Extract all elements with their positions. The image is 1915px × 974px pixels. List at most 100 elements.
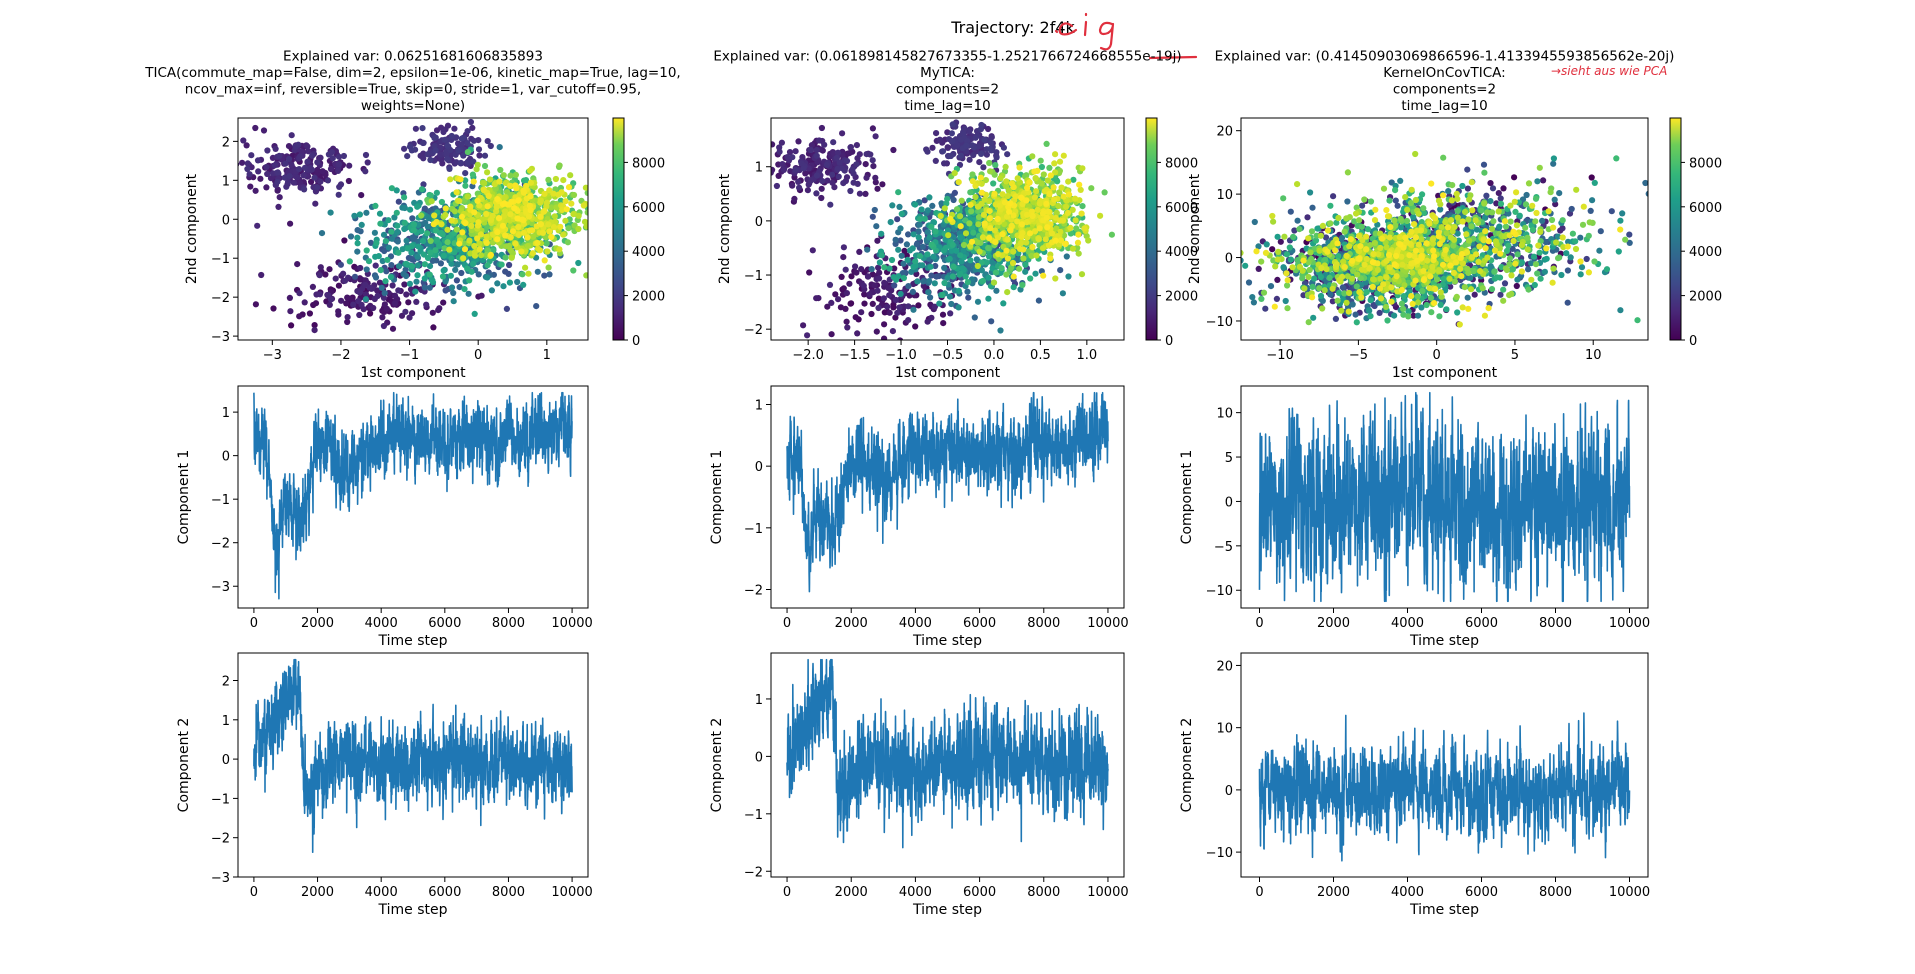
scatter-point [986,159,993,167]
colorbar-tick-label: 8000 [632,156,665,171]
scatter-point [913,270,920,278]
scatter-point [843,157,851,165]
scatter-point [379,257,386,265]
scatter-point [926,278,933,285]
scatter-point [470,178,477,185]
scatter-point [988,318,995,325]
scatter-point [488,216,495,223]
panel-row1-col3-ytick-label: 20 [1216,125,1233,140]
scatter-point [982,177,990,184]
scatter-point [1042,236,1049,243]
scatter-point [1464,166,1471,173]
scatter-point [524,234,531,241]
scatter-point [525,270,532,277]
scatter-point [1017,240,1024,247]
scatter-point [1047,172,1054,179]
scatter-point [847,144,854,151]
handwritten-annotation-eig [1054,12,1115,51]
scatter-point [438,221,445,228]
scatter-point [881,321,888,328]
scatter-point [886,292,893,299]
scatter-point [344,318,351,326]
scatter-point [484,169,491,176]
scatter-point [440,252,447,259]
scatter-point [1018,221,1026,228]
scatter-point [451,125,458,132]
scatter-point [471,310,478,317]
scatter-point [534,268,541,275]
scatter-point [494,229,501,236]
scatter-point [1568,205,1575,213]
scatter-point [363,266,370,273]
scatter-point [401,204,408,212]
scatter-point [924,229,931,236]
scatter-point [453,226,460,233]
scatter-point [926,194,933,201]
scatter-point [1078,271,1086,278]
scatter-point [986,208,993,215]
scatter-point [1010,184,1017,191]
scatter-point [439,273,447,280]
scatter-point [590,229,596,235]
scatter-point [311,322,318,329]
scatter-point [335,191,342,198]
scatter-point [477,231,484,238]
panel-row1-col3: Explained var: (0.41450903069866596-1.41… [1187,49,1722,382]
panel-row1-col1-plot-area [213,118,597,334]
scatter-point [457,159,464,166]
scatter-point [978,189,985,196]
scatter-point [1410,312,1417,319]
scatter-point [562,198,569,205]
scatter-point [1024,184,1031,192]
scatter-point [1040,231,1047,238]
scatter-point [406,314,413,321]
scatter-point [1024,211,1031,218]
scatter-point [972,193,979,201]
scatter-point [1000,144,1008,151]
scatter-point [514,278,521,286]
scatter-point [865,273,872,280]
scatter-point [383,268,390,275]
scatter-point [1016,164,1023,171]
scatter-point [981,220,988,227]
scatter-point [450,298,457,305]
scatter-point [807,146,815,154]
scatter-point [391,292,399,299]
scatter-point [429,277,436,284]
scatter-point [1044,177,1051,184]
scatter-point [804,332,811,339]
scatter-point [548,233,555,241]
scatter-point [948,130,956,137]
scatter-point [389,325,397,332]
scatter-point [421,205,428,212]
scatter-point [465,290,472,297]
scatter-point [515,197,522,204]
scatter-point [488,287,495,294]
scatter-point [252,124,259,132]
scatter-point [1329,298,1336,305]
scatter-point [1014,218,1021,225]
scatter-point [591,216,597,222]
scatter-point [997,327,1004,334]
scatter-point [947,152,955,160]
scatter-point [529,233,537,240]
scatter-point [464,149,471,156]
scatter-point [969,171,976,178]
scatter-point [395,198,402,205]
scatter-point [503,243,510,250]
scatter-point [879,181,886,188]
scatter-point [502,254,509,261]
scatter-point [991,227,999,234]
scatter-point [994,234,1002,241]
scatter-point [382,278,389,285]
scatter-point [953,247,960,254]
scatter-point [314,166,321,173]
scatter-point [1392,197,1399,204]
scatter-point [213,185,219,191]
scatter-point [502,268,509,275]
scatter-point [1028,252,1035,259]
scatter-point [957,152,965,159]
scatter-point [1587,207,1594,214]
scatter-point [764,151,770,157]
scatter-point [973,256,980,263]
